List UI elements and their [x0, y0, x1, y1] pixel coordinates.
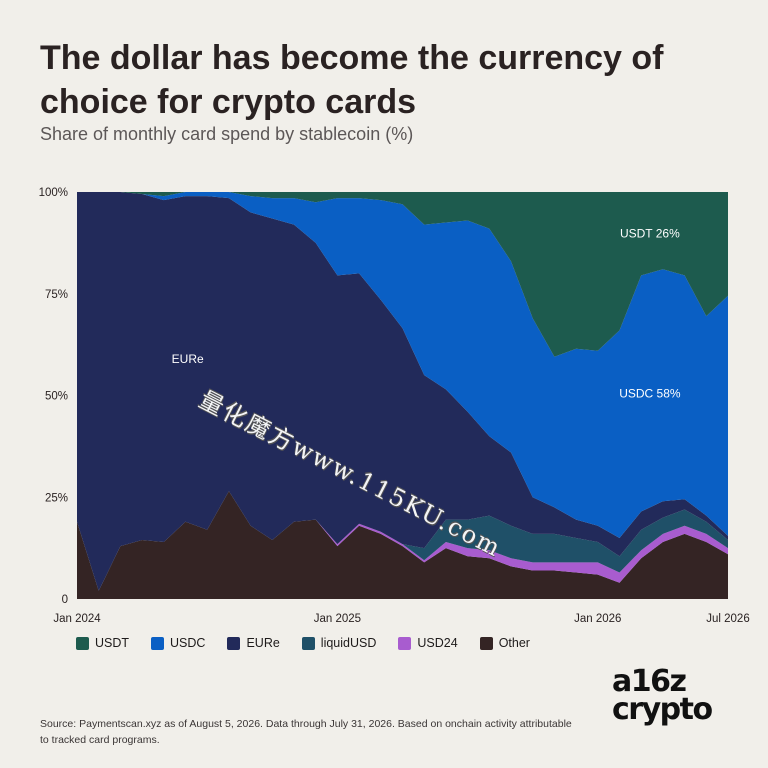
legend-swatch [301, 636, 315, 650]
legend-label: USD24 [417, 636, 458, 650]
legend-label: liquidUSD [320, 636, 377, 650]
legend-swatch [227, 636, 241, 650]
legend-label: Other [498, 636, 530, 650]
legend-item-usdt: USDT [76, 636, 129, 650]
annotation-usdc: USDC 58% [619, 386, 681, 400]
legend-swatch [151, 636, 165, 650]
area-usdt [77, 192, 728, 357]
y-tick-label: 25% [45, 492, 68, 504]
legend-item-liquidusd: liquidUSD [301, 636, 377, 650]
area-other [77, 491, 728, 599]
x-tick-label: Jul 2026 [706, 613, 749, 625]
legend-label: USDT [95, 636, 130, 650]
y-tick-label: 0 [62, 594, 68, 606]
legend-item-other: Other [479, 636, 530, 650]
chart-title: The dollar has become the currency of ch… [40, 39, 664, 121]
legend-swatch [398, 636, 412, 650]
source-footnote: Source: Paymentscan.xyz as of August 5, … [40, 718, 572, 746]
legend-swatch [479, 636, 493, 650]
legend-item-usdc: USDC [151, 636, 205, 650]
chart-subtitle: Share of monthly card spend by stablecoi… [40, 124, 414, 144]
y-tick-label: 75% [45, 289, 68, 301]
a16z-crypto-logo: a16z crypto [612, 664, 742, 727]
area-usd24 [77, 491, 728, 591]
y-tick-label: 100% [39, 187, 68, 199]
annotation-eure: EURe [172, 352, 204, 366]
legend-item-eure: EURe [227, 636, 280, 650]
legend-swatch [76, 636, 89, 650]
legend-item-usd24: USD24 [398, 636, 458, 650]
legend-label: EURe [246, 636, 280, 650]
annotation-usdt: USDT 26% [620, 227, 680, 241]
logo-line-1: a16z [612, 664, 687, 699]
stacked-area-chart: 0 25% 50% 75% 100% Jan 2024 Jan 2025 Jan 2026 Ju… [39, 187, 750, 625]
y-tick-label: 50% [45, 391, 68, 403]
area-eure [77, 192, 728, 591]
area-usdc [77, 192, 728, 538]
chart-legend: USDT USDC EURe liquidUSD USD24 Other [76, 636, 552, 650]
x-tick-label: Jan 2025 [314, 613, 361, 625]
legend-label: USDC [170, 636, 206, 650]
logo-line-2: crypto [612, 692, 713, 727]
x-tick-label: Jan 2026 [574, 613, 621, 625]
x-tick-label: Jan 2024 [53, 613, 101, 625]
